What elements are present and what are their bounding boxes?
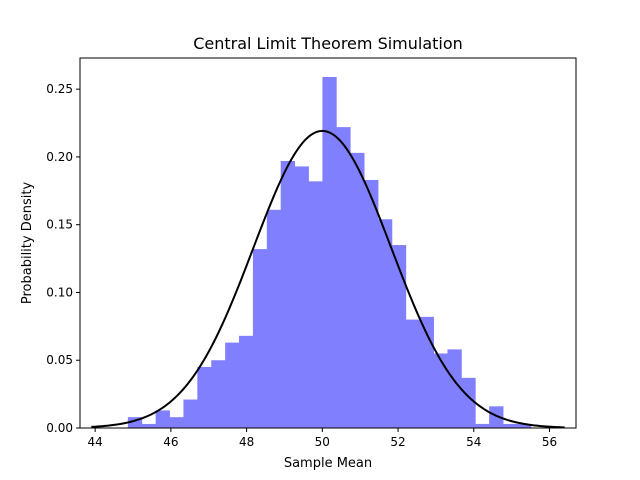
y-tick-label: 0.10 <box>46 285 73 299</box>
histogram-bar <box>141 423 157 428</box>
y-tick-label: 0.00 <box>46 421 73 435</box>
histogram-bar <box>405 319 421 428</box>
y-axis-label: Probability Density <box>20 182 35 305</box>
histogram-bar <box>447 349 462 428</box>
histogram-bar <box>516 423 532 428</box>
histogram-bar <box>225 342 240 428</box>
histogram-bar <box>127 417 143 428</box>
x-tick-label: 52 <box>390 435 405 449</box>
x-tick-label: 46 <box>163 435 178 449</box>
histogram-bar <box>419 316 434 428</box>
x-tick-label: 54 <box>466 435 481 449</box>
histogram-bar <box>350 152 365 428</box>
histogram-bar <box>322 76 337 428</box>
histogram-bar <box>391 245 407 428</box>
chart-title: Central Limit Theorem Simulation <box>193 34 463 53</box>
histogram-bar <box>211 360 226 428</box>
histogram-bar <box>475 423 490 428</box>
x-axis-ticks: 44 46 48 50 52 54 56 <box>88 428 557 449</box>
x-tick-label: 50 <box>315 435 330 449</box>
y-tick-label: 0.05 <box>46 353 73 367</box>
histogram-bar <box>183 399 198 428</box>
normal-pdf-curve <box>91 129 565 429</box>
histogram-bar <box>433 353 448 428</box>
histogram-bar <box>503 423 518 428</box>
x-tick-label: 48 <box>239 435 254 449</box>
histogram-bars <box>127 76 532 429</box>
histogram-bar <box>294 166 309 429</box>
histogram-bar <box>377 219 393 428</box>
y-tick-label: 0.20 <box>46 150 73 164</box>
histogram-bar <box>461 377 476 428</box>
histogram-bar <box>280 161 296 428</box>
histogram-bar <box>308 181 323 428</box>
y-axis-ticks: 0.00 0.05 0.10 0.15 0.20 0.25 <box>46 82 80 435</box>
x-tick-label: 44 <box>88 435 103 449</box>
y-tick-label: 0.15 <box>46 218 73 232</box>
plot-frame <box>79 57 577 429</box>
histogram-bar <box>364 179 379 428</box>
histogram-bar <box>169 417 184 428</box>
x-axis-label: Sample Mean <box>284 456 372 471</box>
y-tick-label: 0.25 <box>46 82 73 96</box>
histogram-bar <box>252 249 268 428</box>
histogram-bar <box>336 127 351 429</box>
histogram-bar <box>239 335 254 428</box>
histogram-bar <box>489 406 504 428</box>
histogram-bar <box>266 209 282 428</box>
normal-curve-layer <box>91 129 565 429</box>
x-tick-label: 56 <box>542 435 557 449</box>
histogram-bar <box>197 367 212 428</box>
histogram-bar <box>155 410 170 428</box>
